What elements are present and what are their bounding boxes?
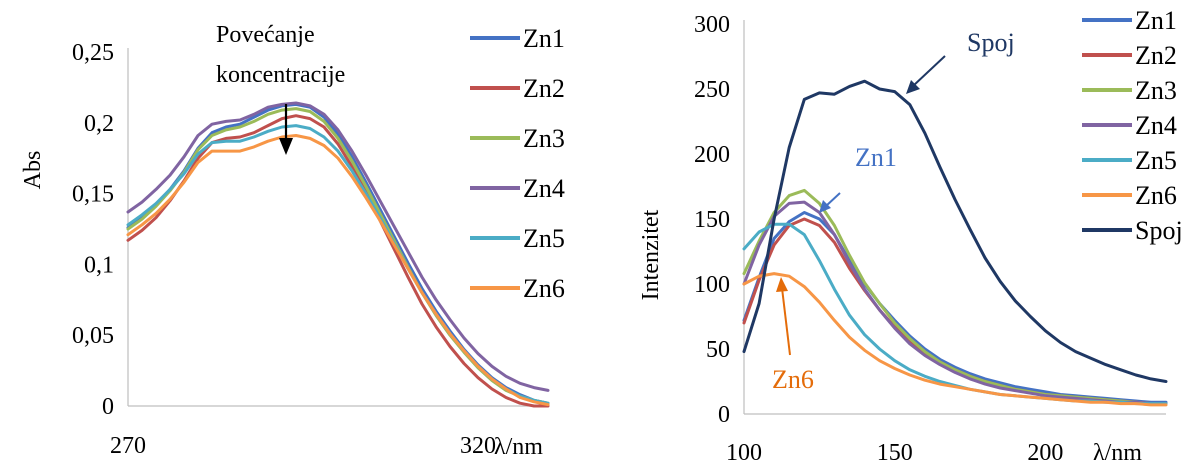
absorbance-plot-area	[126, 48, 550, 408]
absorbance-x-axis-label: λ/nm	[494, 434, 543, 460]
y-tick-label: 100	[694, 272, 730, 298]
legend-item-zn3: Zn3	[1082, 76, 1177, 105]
intensity-y-ticks: 0 50 100 150 200 250 300	[694, 12, 730, 428]
x-tick-label: 200	[1027, 440, 1063, 466]
legend-label: Zn5	[1135, 146, 1177, 175]
y-tick-label: 50	[706, 337, 730, 363]
legend-item-zn3: Zn3	[470, 124, 565, 153]
zn1-annotation: Zn1	[855, 143, 897, 172]
y-tick-label: 150	[694, 207, 730, 233]
zn6-arrow	[776, 277, 791, 356]
legend-label: Zn3	[523, 124, 565, 153]
x-tick-label: 320	[460, 433, 496, 459]
y-tick-label: 0	[102, 394, 114, 420]
absorbance-chart: 0 0,05 0,1 0,15 0,2 0,25 270 320 Abs λ/nm Pove…	[20, 22, 565, 460]
y-tick-label: 250	[694, 77, 730, 103]
legend-item-zn6: Zn6	[470, 274, 565, 303]
intensity-legend: Zn1 Zn2 Zn3 Zn4 Zn5 Zn6 Spoj	[1082, 6, 1183, 245]
legend-label: Spoj	[1135, 216, 1183, 245]
y-tick-label: 0	[718, 402, 730, 428]
intensity-x-axis-label: λ/nm	[1093, 440, 1142, 466]
spoj-annotation: Spoj	[967, 28, 1015, 57]
concentration-annotation-line-2: koncentracije	[216, 62, 345, 88]
legend-item-zn4: Zn4	[1082, 111, 1177, 140]
y-tick-label: 0,15	[72, 182, 114, 208]
y-tick-label: 0,25	[72, 40, 114, 66]
legend-label: Zn3	[1135, 76, 1177, 105]
y-tick-label: 300	[694, 12, 730, 38]
legend-item-zn4: Zn4	[470, 174, 565, 203]
intensity-y-axis-label: Intenzitet	[638, 209, 664, 300]
legend-label: Zn1	[523, 24, 565, 53]
legend-label: Zn6	[523, 274, 565, 303]
series-line-spoj	[742, 79, 1168, 383]
legend-item-zn5: Zn5	[470, 224, 565, 253]
legend-label: Zn2	[523, 74, 565, 103]
legend-label: Zn4	[523, 174, 565, 203]
spoj-arrow	[906, 55, 946, 94]
series-line-zn6	[126, 134, 550, 407]
legend-item-spoj: Spoj	[1082, 216, 1183, 245]
legend-item-zn1: Zn1	[1082, 6, 1177, 35]
legend-item-zn2: Zn2	[470, 74, 565, 103]
legend-label: Zn5	[523, 224, 565, 253]
y-tick-label: 0,05	[72, 323, 114, 349]
legend-item-zn1: Zn1	[470, 24, 565, 53]
legend-item-zn2: Zn2	[1082, 41, 1177, 70]
absorbance-y-axis-label: Abs	[20, 151, 46, 190]
concentration-annotation-line-1: Povećanje	[216, 22, 315, 48]
absorbance-legend: Zn1 Zn2 Zn3 Zn4 Zn5 Zn6	[470, 24, 565, 303]
series-line-zn4	[126, 101, 550, 392]
y-tick-label: 200	[694, 142, 730, 168]
absorbance-x-ticks: 270 320	[110, 433, 496, 459]
legend-label: Zn2	[1135, 41, 1177, 70]
intensity-plot-area	[742, 20, 1168, 415]
legend-label: Zn4	[1135, 111, 1177, 140]
absorbance-y-ticks: 0 0,05 0,1 0,15 0,2 0,25	[72, 40, 114, 420]
x-tick-label: 100	[726, 440, 762, 466]
y-tick-label: 0,2	[84, 111, 114, 137]
zn6-annotation: Zn6	[772, 365, 814, 394]
legend-item-zn6: Zn6	[1082, 181, 1177, 210]
series-line-zn2	[126, 114, 550, 408]
concentration-arrow	[279, 104, 293, 155]
y-tick-label: 0,1	[84, 252, 114, 278]
legend-label: Zn1	[1135, 6, 1177, 35]
series-line-zn6	[742, 272, 1168, 407]
zn1-arrow	[819, 192, 841, 213]
x-tick-label: 270	[110, 433, 146, 459]
intensity-x-ticks: 100 150 200	[726, 440, 1063, 466]
x-tick-label: 150	[877, 440, 913, 466]
legend-item-zn5: Zn5	[1082, 146, 1177, 175]
legend-label: Zn6	[1135, 181, 1177, 210]
